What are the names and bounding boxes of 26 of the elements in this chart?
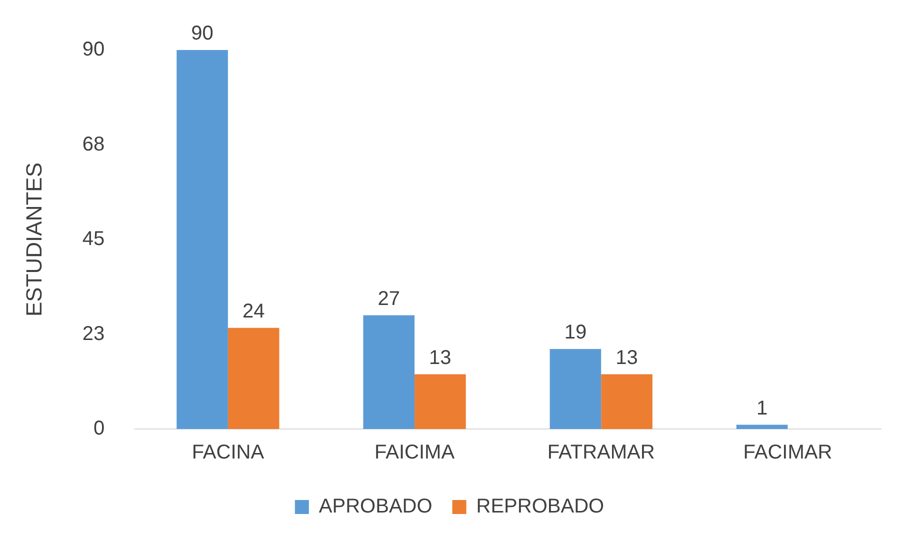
y-tick-label: 68 bbox=[82, 133, 105, 156]
data-label: 24 bbox=[242, 300, 265, 322]
y-tick-label: 0 bbox=[94, 418, 105, 440]
y-tick-label: 90 bbox=[82, 38, 105, 61]
y-tick-label: 23 bbox=[82, 322, 105, 345]
legend-label: REPROBADO bbox=[476, 496, 604, 518]
bar bbox=[550, 348, 602, 429]
y-tick-label: 45 bbox=[82, 228, 105, 250]
bar bbox=[601, 374, 652, 429]
data-label: 13 bbox=[429, 346, 452, 369]
bar bbox=[176, 50, 228, 429]
data-label: 19 bbox=[564, 322, 587, 344]
data-label: 13 bbox=[616, 346, 638, 369]
x-tick-label: FACINA bbox=[192, 442, 265, 464]
x-tick-label: FATRAMAR bbox=[547, 442, 655, 464]
data-label: 90 bbox=[191, 22, 214, 45]
legend-label: APROBADO bbox=[318, 496, 432, 518]
data-label: 27 bbox=[378, 288, 400, 310]
bar bbox=[228, 328, 280, 429]
data-label: 1 bbox=[756, 397, 768, 420]
bar bbox=[736, 424, 788, 429]
bar bbox=[414, 374, 466, 429]
bar bbox=[363, 315, 415, 429]
x-tick-label: FAICIMA bbox=[374, 442, 456, 464]
x-tick-label: FACIMAR bbox=[743, 442, 832, 464]
y-axis-title: ESTUDIANTES bbox=[21, 162, 46, 317]
